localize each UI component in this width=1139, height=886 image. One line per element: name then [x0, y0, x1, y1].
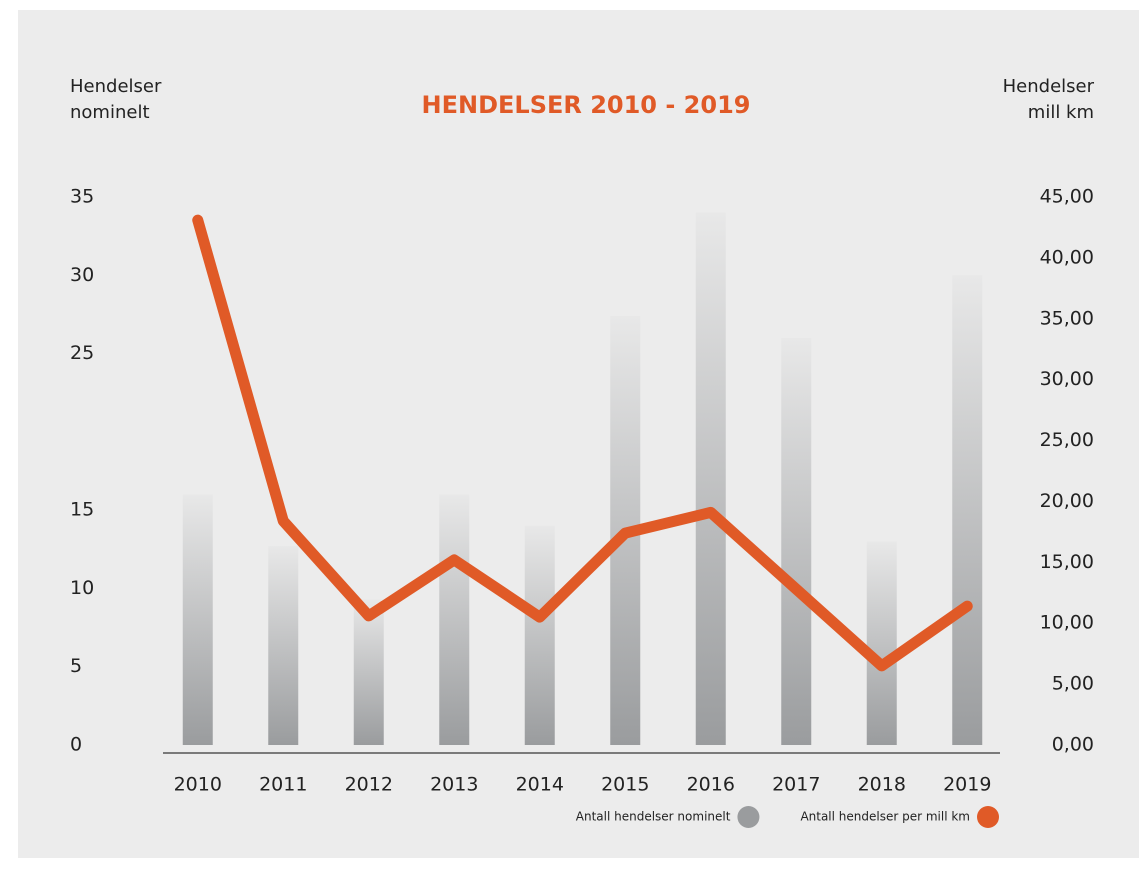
y-tick-label: 30: [70, 264, 94, 286]
y2-tick-label: 30,00: [1040, 368, 1094, 390]
x-tick-label: 2016: [687, 774, 735, 796]
chart-title: HENDELSER 2010 - 2019: [422, 91, 751, 119]
y2-tick-label: 0,00: [1052, 734, 1094, 756]
y-tick-label: 15: [70, 499, 94, 521]
bar: [781, 337, 812, 745]
y-tick-label: 0: [70, 734, 82, 756]
x-tick-label: 2017: [772, 774, 820, 796]
y2-tick-label: 15,00: [1040, 551, 1094, 573]
y2-tick-label: 25,00: [1040, 429, 1094, 451]
x-tick-label: 2019: [943, 774, 991, 796]
legend-label: Antall hendelser nominelt: [576, 810, 731, 824]
x-tick-label: 2015: [601, 774, 649, 796]
x-tick-label: 2018: [858, 774, 906, 796]
bar: [524, 525, 555, 745]
y2-tick-label: 5,00: [1052, 673, 1094, 695]
bar: [353, 599, 384, 745]
y-tick-label: 10: [70, 577, 94, 599]
y2-tick-label: 35,00: [1040, 307, 1094, 329]
y2-axis-label: Hendelser: [1003, 76, 1095, 97]
line: [192, 214, 973, 672]
bar: [268, 546, 299, 745]
legend-swatch: [737, 806, 760, 828]
x-tick-label: 2014: [516, 774, 564, 796]
bar: [182, 494, 213, 745]
x-tick-label: 2010: [174, 774, 222, 796]
legend-label: Antall hendelser per mill km: [800, 810, 970, 824]
bar: [866, 541, 897, 745]
y2-axis-label: mill km: [1028, 102, 1094, 123]
y-axis-label: Hendelser: [70, 76, 162, 97]
y2-tick-label: 10,00: [1040, 612, 1094, 634]
x-tick-label: 2013: [430, 774, 478, 796]
y-axis-label: nominelt: [70, 102, 150, 123]
y2-tick-label: 45,00: [1040, 186, 1094, 208]
y2-tick-label: 20,00: [1040, 490, 1094, 512]
y-tick-label: 5: [70, 655, 82, 677]
x-tick-label: 2012: [345, 774, 393, 796]
bar: [952, 275, 983, 745]
y-tick-label: 35: [70, 186, 94, 208]
y-tick-label: 25: [70, 342, 94, 364]
legend-swatch: [977, 806, 999, 828]
bar: [439, 494, 470, 745]
y2-tick-label: 40,00: [1040, 246, 1094, 268]
bar: [695, 212, 726, 745]
x-tick-label: 2011: [259, 774, 307, 796]
